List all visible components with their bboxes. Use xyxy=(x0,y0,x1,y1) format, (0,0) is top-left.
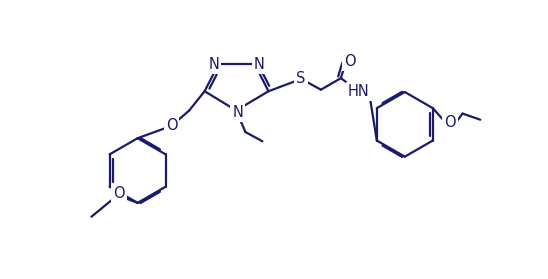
Text: O: O xyxy=(165,118,178,133)
Text: O: O xyxy=(113,186,125,201)
Text: N: N xyxy=(254,57,265,72)
Text: S: S xyxy=(296,71,306,86)
Text: N: N xyxy=(208,57,219,72)
Text: N: N xyxy=(232,105,243,120)
Text: O: O xyxy=(444,115,456,130)
Text: O: O xyxy=(344,54,356,69)
Text: HN: HN xyxy=(348,84,369,99)
